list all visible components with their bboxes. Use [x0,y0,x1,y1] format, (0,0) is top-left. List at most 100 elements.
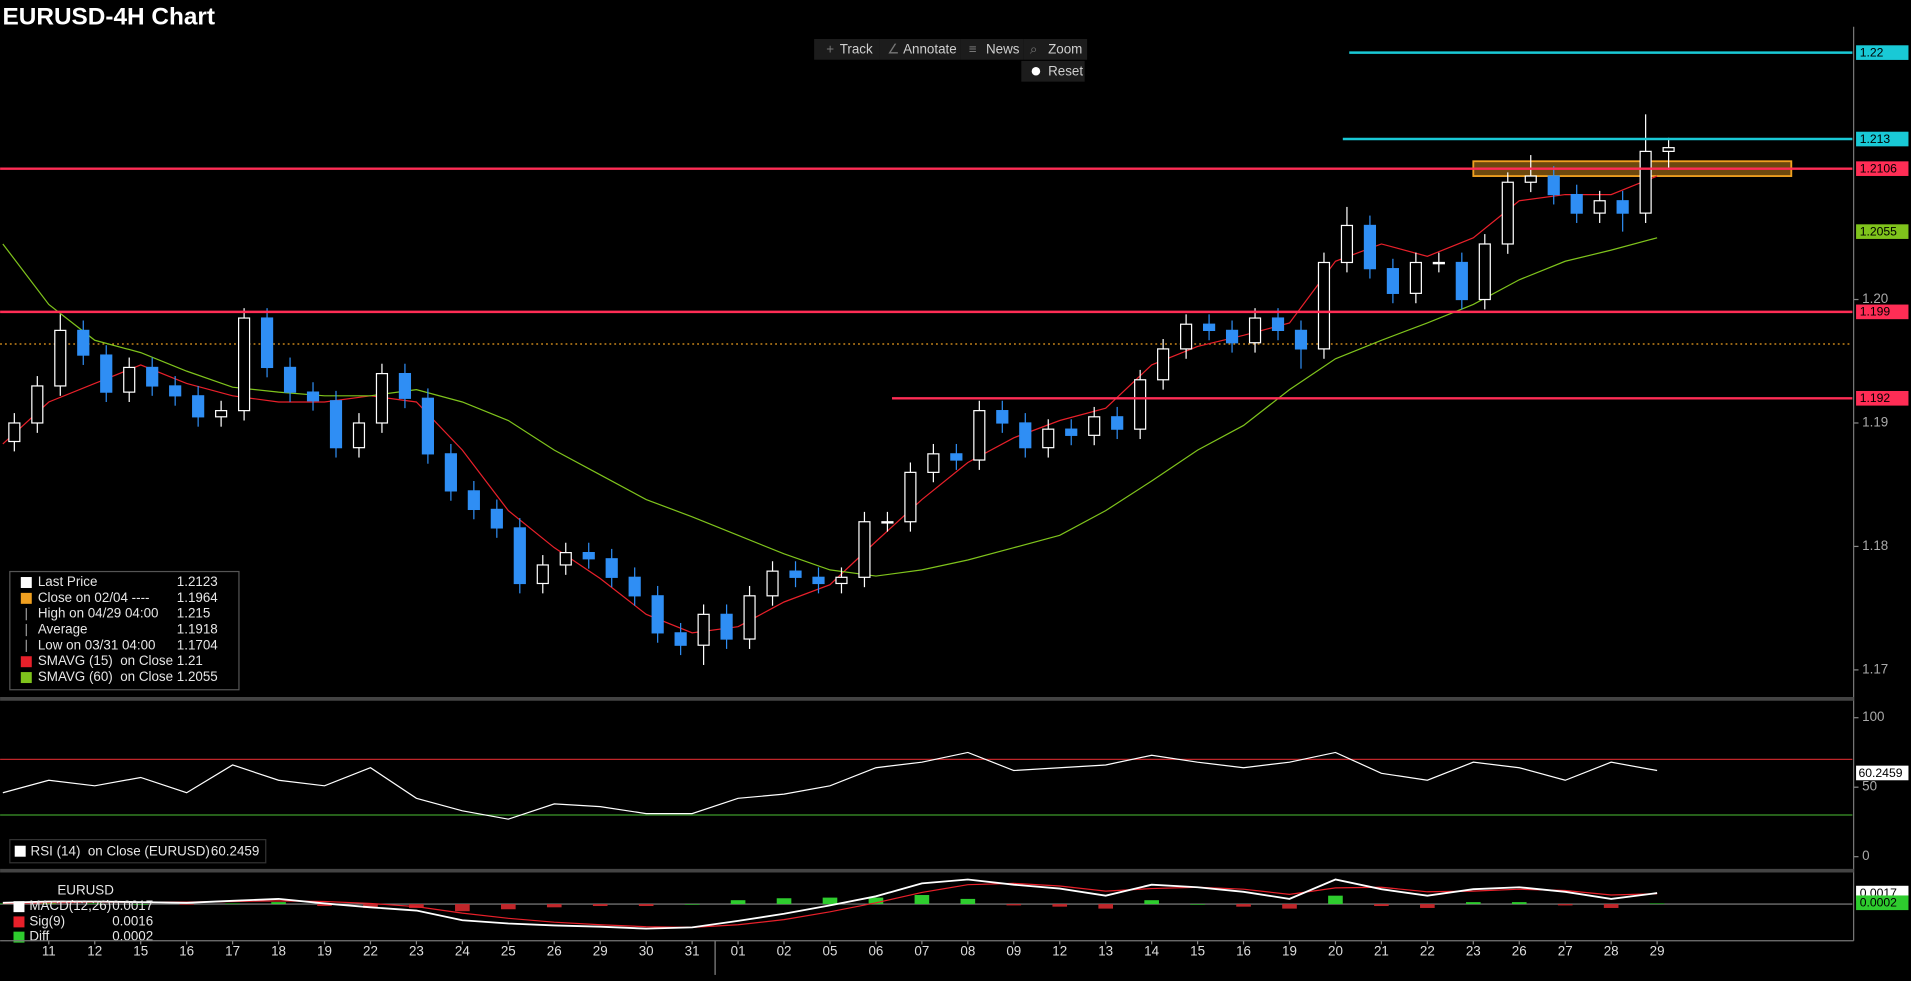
x-tick-label: 17 [225,943,240,958]
button-label[interactable]: Track [840,42,873,57]
x-tick-label: 12 [87,943,102,958]
legend-swatch [20,592,32,604]
candle-body [1065,428,1078,436]
candle-body [720,613,733,640]
legend-label: Diff [29,929,49,944]
candle-body [31,385,44,424]
button-label[interactable]: Annotate [903,42,957,57]
x-tick-label: 16 [1236,943,1251,958]
rsi-line [2,751,1658,820]
histogram-bar [1511,902,1527,905]
price-tag-label: 60.2459 [1859,766,1903,780]
candle-body [1088,416,1101,436]
candle-body [283,366,297,393]
candle-body [1639,150,1652,214]
candle-body [398,372,412,399]
candle-body [973,410,986,461]
reset-button[interactable]: Reset [1021,60,1085,82]
candle-body [352,422,366,449]
histogram-bar [1557,904,1573,906]
price-tag [1856,131,1909,147]
x-tick-label: 01 [731,943,746,958]
y-tick-label: 1.18 [1862,538,1888,553]
button-label[interactable]: Zoom [1048,42,1082,57]
candle-body [1340,224,1354,264]
x-tick-label: 22 [363,943,378,958]
x-tick-label: 29 [593,943,608,958]
histogram-bar [1465,902,1481,905]
candle-body [1524,175,1537,183]
y-tick-label: 1.17 [1862,661,1888,676]
price-tag-label: 1.22 [1860,45,1884,59]
candle-body [1478,243,1491,301]
price-tag [1856,304,1909,320]
candle-body [1363,224,1377,270]
candle-body [582,552,595,560]
histogram-bar [1328,895,1343,905]
zoom-button[interactable]: ⌕ Zoom [1023,38,1088,60]
y-tick-label: 1.19 [1862,415,1888,430]
legend-value: 1.1918 [177,622,218,637]
candle-body [54,329,67,387]
candle-body [927,453,940,473]
price-tag-label: 1.192 [1860,391,1891,405]
candle-body [835,576,848,585]
x-tick-label: 23 [1466,943,1481,958]
histogram-bar [179,904,194,905]
histogram-bar [960,898,976,905]
x-tick-label: 24 [455,943,470,958]
button-label[interactable]: News [986,42,1020,57]
legend-swatch [20,656,32,668]
track-button[interactable]: + Track [814,38,880,60]
layers: 1.171.181.191.201.221.2131.21061.1991.19… [0,45,1909,975]
candle-body [1248,317,1262,344]
histogram-bar [225,903,240,905]
histogram-bar [776,898,792,905]
macd-line [2,882,1658,928]
price-tag-label: 0.0002 [1860,896,1897,910]
candle-body [215,410,228,418]
candle-body [605,558,618,578]
svg-text:∠: ∠ [887,42,899,57]
histogram-bar [684,904,700,905]
legend-label: MACD(12,26) [29,898,111,913]
candle-body [444,453,457,492]
legend-swatch [20,672,32,684]
x-tick-label: 29 [1650,943,1665,958]
toolbar: + Track ∠ Annotate ≡ News ⌕ Zoom Reset [814,38,1088,82]
legend-box [9,839,267,864]
candle-body [1180,323,1193,350]
legend-value: 1.2123 [177,574,218,589]
candle-body [1134,379,1147,430]
histogram-bar [1006,904,1022,906]
y-tick-label: 100 [1862,709,1884,724]
button-label[interactable]: Reset [1048,63,1083,78]
annotate-button[interactable]: ∠ Annotate [879,38,961,60]
candle-body [950,453,963,461]
legend-swatch [13,931,25,943]
histogram-bar [914,895,930,905]
x-tick-label: 26 [1512,943,1527,958]
candle-body [306,391,320,402]
candle-body [1317,261,1331,350]
histogram-bar [455,904,470,912]
candle-body [1019,422,1032,449]
candle-body [743,595,756,640]
x-tick-label: 27 [1558,943,1573,958]
svg-text:⌕: ⌕ [1030,42,1038,57]
candle-body [789,570,802,578]
x-tick-label: 26 [547,943,562,958]
x-tick-label: 09 [1006,943,1021,958]
histogram-bar [868,897,884,905]
candle-body [467,490,480,511]
news-button[interactable]: ≡ News [960,38,1024,60]
histogram-bar [1052,904,1068,907]
candle-body [1501,181,1514,245]
x-tick-label: 20 [1328,943,1343,958]
candle-body [1111,416,1124,430]
legend-label: High on 04/29 04:00 [38,606,159,621]
legend-title: EURUSD [57,882,114,897]
candle-body [146,366,159,387]
